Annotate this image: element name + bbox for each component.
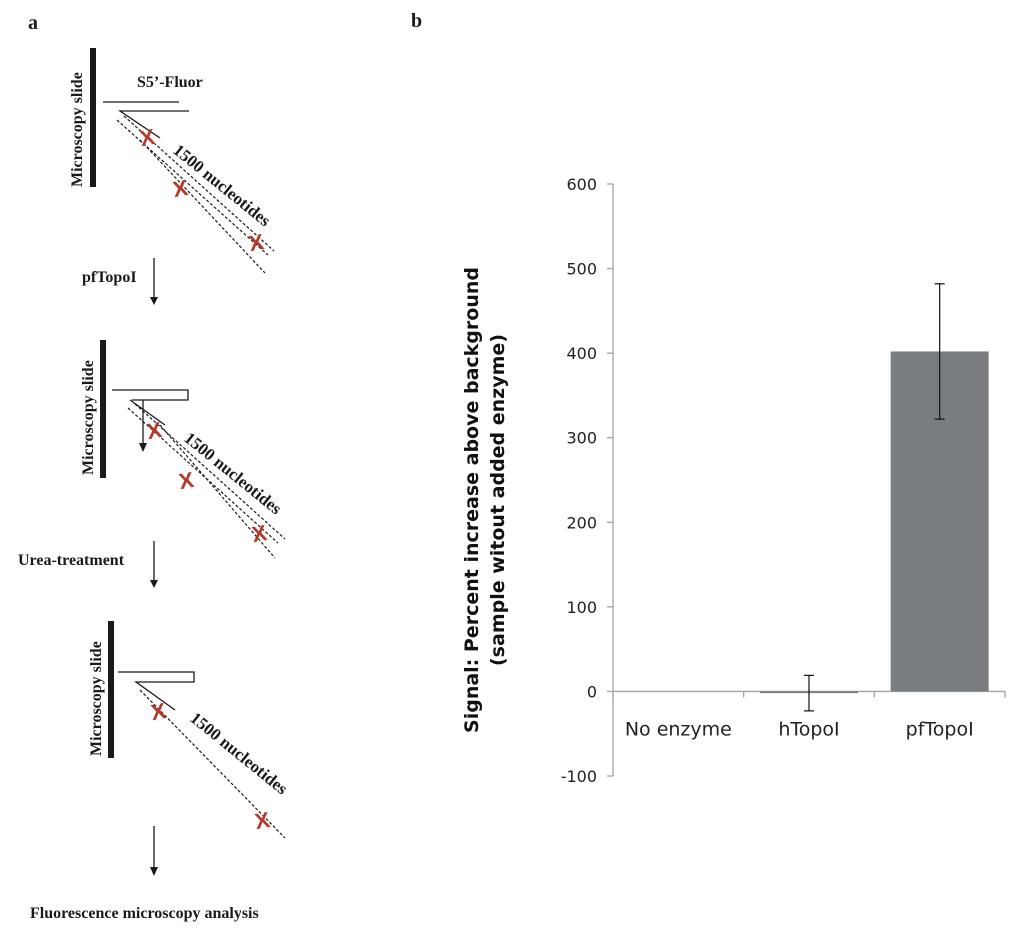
y-tick-label: 200 <box>566 513 597 532</box>
microscopy-slide-bar <box>100 340 106 478</box>
cleavage-mark: X <box>247 229 266 256</box>
cleavage-mark: X <box>149 698 168 725</box>
dna-strand-lower <box>139 139 266 274</box>
y-tick-label: 500 <box>566 260 597 279</box>
dna-strand-bottom <box>134 403 286 540</box>
process-arrowhead <box>150 867 158 876</box>
y-tick-label: 100 <box>566 598 597 617</box>
microscopy-slide-bar <box>90 48 96 187</box>
cleavage-mark: X <box>253 807 272 834</box>
y-tick-label: 600 <box>566 175 597 194</box>
cleavage-mark: X <box>250 520 269 547</box>
cleavage-mark: X <box>171 175 190 202</box>
extension-arrowhead <box>139 443 147 452</box>
probe-strand-bound <box>118 671 195 711</box>
y-tick-label: 400 <box>566 344 597 363</box>
dna-strand-bottom <box>123 115 275 252</box>
cleavage-mark: X <box>138 124 157 151</box>
step-label-enzyme: pfTopoI <box>82 269 137 286</box>
dna-strand-top <box>116 119 269 256</box>
probe-label: S5’-Fluor <box>137 74 203 91</box>
final-step-label: Fluorescence microscopy analysis <box>30 905 259 922</box>
x-tick-label: hTopoI <box>778 718 839 740</box>
microscopy-slide-label: Microscopy slide <box>69 72 86 187</box>
x-tick-label: No enzyme <box>625 718 732 740</box>
dna-hairpin <box>117 110 189 139</box>
panel-a-label: a <box>28 12 38 34</box>
dna-strand-single <box>139 689 286 839</box>
probe-strand-bound <box>112 389 189 401</box>
microscopy-slide-label: Microscopy slide <box>80 360 97 475</box>
y-axis-label: Signal: Percent increase above backgroun… <box>461 267 483 733</box>
step-label-treatment: Urea-treatment <box>18 552 125 569</box>
x-tick-label: pfTopoI <box>906 718 974 740</box>
dna-strand-lower <box>159 424 276 559</box>
cleavage-mark: X <box>177 467 196 494</box>
panel-b-label: b <box>411 10 422 32</box>
cleavage-mark: X <box>145 417 164 444</box>
process-arrowhead <box>150 297 158 305</box>
y-tick-label: 0 <box>587 682 597 701</box>
y-tick-label: 300 <box>566 429 597 448</box>
process-arrowhead <box>150 580 158 588</box>
microscopy-slide-label: Microscopy slide <box>88 641 105 756</box>
y-tick-label: -100 <box>561 767 597 786</box>
y-axis-label-secondary: (sample witout added enzyme) <box>487 334 509 666</box>
microscopy-slide-bar <box>108 621 114 758</box>
